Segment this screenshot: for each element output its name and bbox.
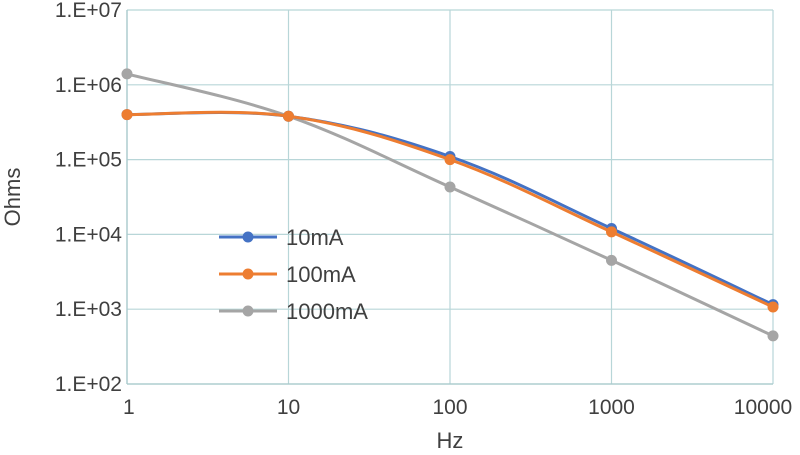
x-tick-label: 10	[277, 396, 300, 419]
legend-marker-1000mA	[242, 305, 254, 317]
data-point-1000mA	[444, 181, 456, 193]
series-lines	[121, 68, 779, 342]
data-point-1000mA	[767, 330, 779, 342]
data-point-100mA	[767, 301, 779, 313]
data-point-100mA	[606, 226, 617, 238]
x-tick-label: 1	[123, 396, 135, 419]
gridlines	[126, 9, 774, 385]
y-tick-label: 1.E+06	[55, 74, 122, 97]
x-tick-label: 1000	[588, 396, 635, 419]
legend-marker-100mA	[242, 268, 254, 280]
legend-label: 100mA	[286, 262, 356, 287]
legend-label: 10mA	[286, 225, 344, 250]
y-axis-title: Ohms	[0, 168, 25, 227]
x-tick-label: 100	[432, 396, 467, 419]
data-point-100mA	[121, 109, 133, 121]
x-axis-title: Hz	[437, 428, 464, 453]
y-tick-label: 1.E+07	[55, 0, 122, 22]
y-tick-label: 1.E+04	[55, 223, 122, 246]
x-axis-ticks: 1 10 100 1000 10000	[123, 396, 792, 419]
data-point-100mA	[444, 154, 456, 166]
y-tick-label: 1.E+03	[55, 298, 122, 321]
x-tick-label: 10000	[734, 396, 792, 419]
y-tick-label: 1.E+02	[55, 373, 122, 396]
y-axis-ticks: 1.E+02 1.E+03 1.E+04 1.E+05 1.E+06 1.E+07	[55, 0, 122, 396]
legend-label: 1000mA	[286, 299, 368, 324]
y-tick-label: 1.E+05	[55, 149, 122, 172]
data-point-1000mA	[121, 68, 133, 80]
data-point-1000mA	[606, 254, 617, 266]
data-point-100mA	[283, 110, 294, 122]
legend-marker-10mA	[242, 231, 254, 243]
legend: 10mA 100mA 1000mA	[219, 225, 368, 324]
